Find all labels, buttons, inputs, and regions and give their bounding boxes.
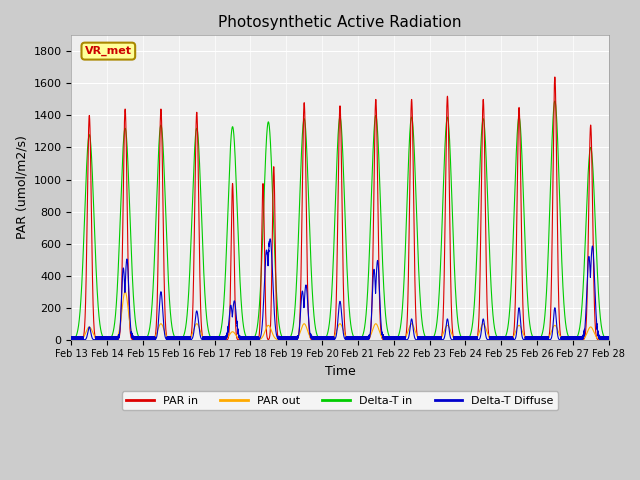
- Y-axis label: PAR (umol/m2/s): PAR (umol/m2/s): [15, 136, 28, 240]
- Title: Photosynthetic Active Radiation: Photosynthetic Active Radiation: [218, 15, 461, 30]
- X-axis label: Time: Time: [324, 365, 355, 378]
- Text: VR_met: VR_met: [85, 46, 132, 56]
- Legend: PAR in, PAR out, Delta-T in, Delta-T Diffuse: PAR in, PAR out, Delta-T in, Delta-T Dif…: [122, 391, 558, 410]
